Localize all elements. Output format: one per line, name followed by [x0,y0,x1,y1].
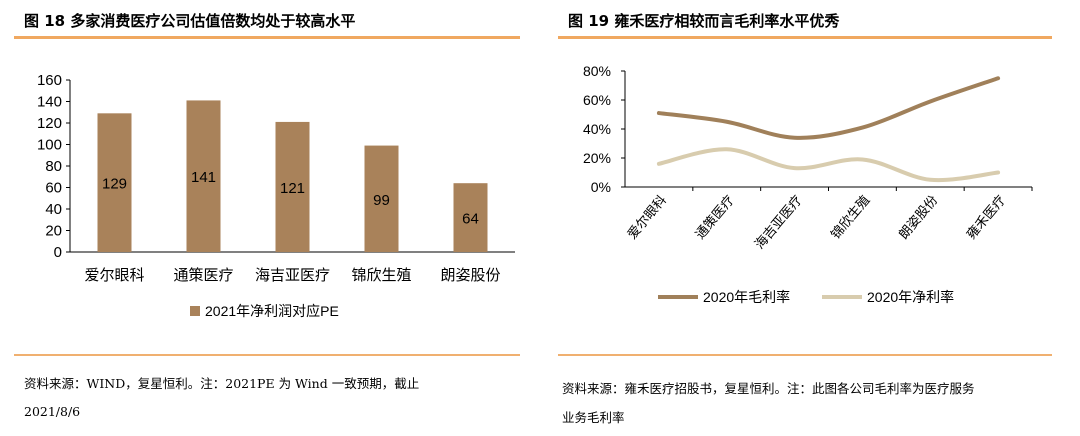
bar-y-tick-label: 160 [37,72,62,89]
right-bottom-rule [558,354,1052,356]
bar-legend-label: 2021年净利润对应PE [205,303,339,319]
bar [275,121,310,252]
bar-category-label: 锦欣生殖 [351,267,411,284]
line-category-label: 雍禾医疗 [963,192,1008,241]
left-title-rule [14,36,520,39]
bar-y-tick-label: 40 [45,201,62,218]
bar-data-label: 99 [373,192,390,209]
left-source-line2: 2021/8/6 [24,404,81,419]
bar-y-tick-label: 100 [37,137,62,154]
bar-y-tick-label: 120 [37,115,62,132]
bar-y-tick-label: 140 [37,94,62,111]
line-category-label: 爱尔眼科 [624,192,669,241]
right-source-line1: 资料来源：雍禾医疗招股书，复星恒利。注：此图各公司毛利率为医疗服务 [562,381,975,396]
left-source-line1: 资料来源：WIND，复星恒利。注：2021PE 为 Wind 一致预期，截止 [24,376,420,391]
bar [453,183,488,252]
bar-y-tick-label: 80 [45,158,62,175]
right-source-line2: 业务毛利率 [562,410,625,425]
bar-y-tick-label: 60 [45,180,62,197]
bar [364,145,399,252]
line-y-tick-label: 20% [583,150,611,166]
right-title-rule [558,36,1052,39]
bar-category-label: 朗姿股份 [440,267,500,284]
bar-data-label: 129 [102,176,127,193]
bar-data-label: 141 [191,169,216,186]
line-legend-label: 2020年净利率 [867,289,954,305]
bar-category-label: 海吉亚医疗 [255,267,330,284]
bar-category-label: 爱尔眼科 [84,267,144,284]
line-category-label: 海吉亚医疗 [752,192,805,251]
line-category-label: 通策医疗 [692,192,737,241]
line-y-tick-label: 60% [583,92,611,108]
bar-y-tick-label: 20 [45,223,62,240]
right-chart-title: 图 19 雍禾医疗相较而言毛利率水平优秀 [568,12,840,30]
bar-data-label: 64 [462,211,479,228]
bar-legend-swatch [190,306,200,316]
bar [97,113,132,252]
bar-y-tick-label: 0 [54,244,62,261]
left-chart-title: 图 18 多家消费医疗公司估值倍数均处于较高水平 [24,12,356,30]
line-y-tick-label: 80% [583,63,611,79]
bar-data-label: 121 [280,180,305,197]
bar-category-label: 通策医疗 [173,267,233,284]
left-bottom-rule [14,354,520,356]
line-y-tick-label: 0% [591,179,611,195]
line-series-2 [656,147,1001,183]
line-category-label: 朗姿股份 [896,192,941,241]
line-series-1 [656,76,1001,140]
line-y-tick-label: 40% [583,121,611,137]
line-category-label: 锦欣生殖 [828,192,873,241]
bar [186,100,221,252]
line-legend-label: 2020年毛利率 [703,289,790,305]
